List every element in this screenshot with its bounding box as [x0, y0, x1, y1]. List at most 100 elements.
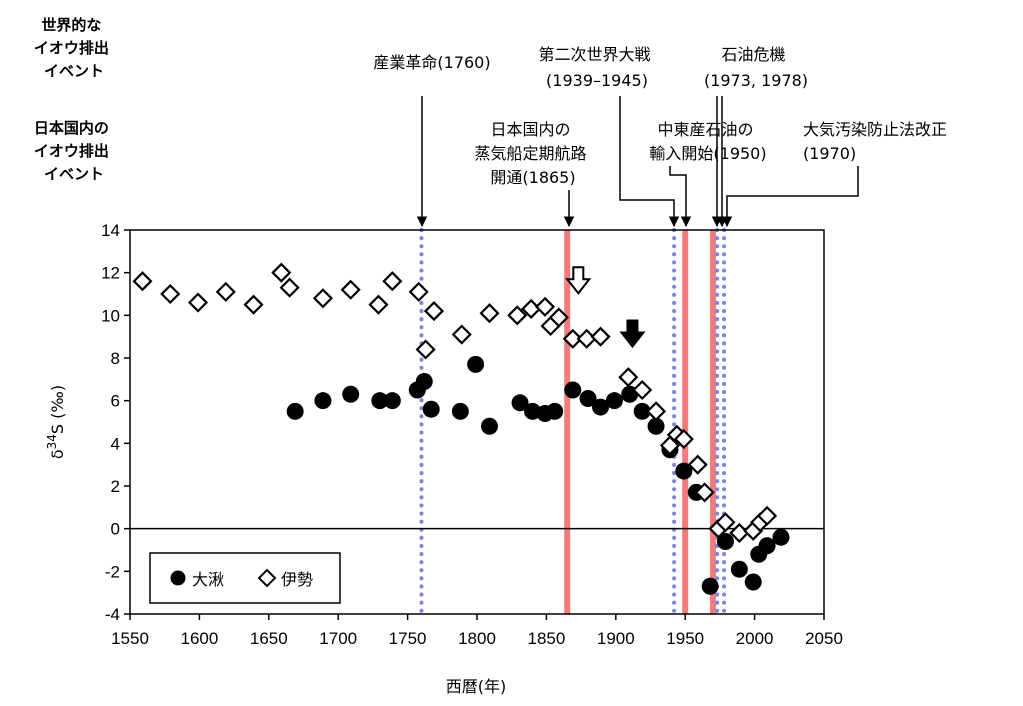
data-point-ise [694, 482, 715, 503]
data-point-ise [160, 283, 181, 305]
data-point-ise [279, 277, 300, 298]
plot-area: -4 -2 0 2 4 6 8 10 12 14 1550 1600 1650 1700 1750 1800 1… [101, 221, 843, 648]
y-tick-label: 12 [101, 264, 120, 283]
y-tick-label: 14 [101, 221, 120, 240]
event-label-industrial-revolution: 産業革命(1760) [373, 53, 490, 72]
data-point-okute [286, 402, 304, 420]
x-tick-label: 1650 [250, 629, 288, 648]
data-point-ise [340, 279, 361, 300]
y-tick-label: 10 [101, 306, 120, 325]
data-point-ise [423, 301, 445, 322]
y-tick-label: -4 [105, 605, 120, 624]
data-point-okute [579, 390, 597, 408]
x-tick-label: 1900 [597, 629, 635, 648]
y-tick-label: 0 [111, 520, 120, 539]
data-point-okute [546, 402, 564, 420]
data-point-okute [415, 372, 433, 390]
event-label-middle-east-oil: 中東産石油の 輸入開始(1950) [649, 120, 766, 163]
data-point-okute [701, 577, 719, 595]
data-point-okute [511, 394, 529, 412]
data-point-okute [342, 385, 360, 403]
data-point-ise [507, 305, 528, 326]
event-labels: 産業革命(1760) 日本国内の 蒸気船定期航路 開通(1865) 第二次世界大… [373, 45, 952, 187]
data-point-okute [383, 392, 401, 410]
global-category-label: 世界的な イオウ排出 イベント [34, 16, 114, 80]
event-label-ww2: 第二次世界大戦 (1939–1945) [538, 45, 655, 90]
data-point-okute [314, 392, 332, 410]
data-point-okute [730, 560, 748, 578]
data-point-okute [716, 532, 734, 550]
data-point-ise [408, 281, 429, 302]
data-point-ise [271, 262, 292, 283]
data-point-ise [687, 454, 708, 475]
data-point-ise [132, 271, 153, 292]
data-point-ise [618, 367, 639, 388]
data-point-ise [562, 328, 583, 349]
legend-okute-label: 大湫 [192, 570, 224, 589]
x-tick-label: 2000 [736, 629, 774, 648]
data-point-okute [592, 398, 610, 416]
data-point-ise [243, 294, 264, 315]
data-point-ise [757, 505, 778, 526]
filled-annotation-arrow [619, 319, 646, 349]
data-point-ise [415, 339, 436, 360]
data-point-okute [564, 381, 582, 399]
data-point-okute [467, 355, 485, 373]
x-tick-label: 1550 [111, 629, 149, 648]
data-point-okute [647, 417, 665, 435]
data-point-ise [645, 401, 667, 422]
data-point-ise [548, 307, 569, 328]
data-point-ise [312, 288, 333, 309]
data-point-okute [371, 392, 389, 410]
event-label-air-pollution-law: 大気汚染防止法改正 (1970) [803, 120, 952, 163]
x-tick-label: 2050 [805, 629, 843, 648]
legend-ise-label: 伊勢 [281, 570, 313, 589]
data-point-ise [715, 512, 736, 533]
event-label-steamship: 日本国内の 蒸気船定期航路 開通(1865) [474, 120, 591, 187]
event-pointers [416, 96, 859, 228]
data-point-ise [187, 292, 209, 313]
data-point-ise [576, 328, 597, 349]
x-tick-label: 1800 [458, 629, 496, 648]
data-point-okute [480, 417, 498, 435]
x-tick-label: 1950 [666, 629, 704, 648]
legend-ise-marker [257, 568, 277, 588]
data-point-ise [368, 294, 389, 315]
data-point-ise [382, 271, 403, 292]
y-tick-label: 4 [111, 434, 120, 453]
data-point-okute [772, 528, 790, 546]
data-point-okute [633, 402, 651, 420]
data-point-ise [590, 326, 611, 347]
data-point-ise [451, 324, 472, 345]
legend-box [149, 552, 341, 604]
data-point-okute [524, 402, 542, 420]
y-tick-label: -2 [105, 562, 120, 581]
data-point-okute [758, 537, 776, 555]
x-axis-title: 西暦(年) [446, 677, 507, 696]
data-point-ise [632, 379, 653, 401]
data-point-okute [605, 392, 623, 410]
data-point-ise [673, 429, 694, 450]
x-tick-label: 1750 [389, 629, 427, 648]
hollow-annotation-arrow [565, 266, 592, 295]
category-legend: 世界的な イオウ排出 イベント 日本国内の イオウ排出 イベント [34, 16, 114, 183]
pointer-ww2 [619, 96, 680, 228]
y-axis-title: δ34S (‰) [45, 385, 67, 459]
x-tick-label: 1600 [180, 629, 218, 648]
data-point-okute [744, 573, 762, 591]
domestic-category-label: 日本国内の イオウ排出 イベント [34, 119, 114, 183]
y-tick-label: 2 [111, 477, 120, 496]
y-tick-label: 6 [111, 392, 120, 411]
y-tick-label: 8 [111, 349, 120, 368]
data-point-ise [479, 303, 500, 324]
pointer-middle-east-oil [669, 166, 692, 228]
legend-okute-marker [170, 570, 186, 586]
pointer-air-pollution-law [721, 166, 859, 228]
data-point-ise [215, 281, 236, 302]
x-tick-label: 1700 [319, 629, 357, 648]
event-label-oil-crisis: 石油危機 (1973, 1978) [704, 45, 808, 90]
data-point-okute [451, 402, 469, 420]
x-tick-label: 1850 [527, 629, 565, 648]
data-point-okute [422, 400, 440, 418]
